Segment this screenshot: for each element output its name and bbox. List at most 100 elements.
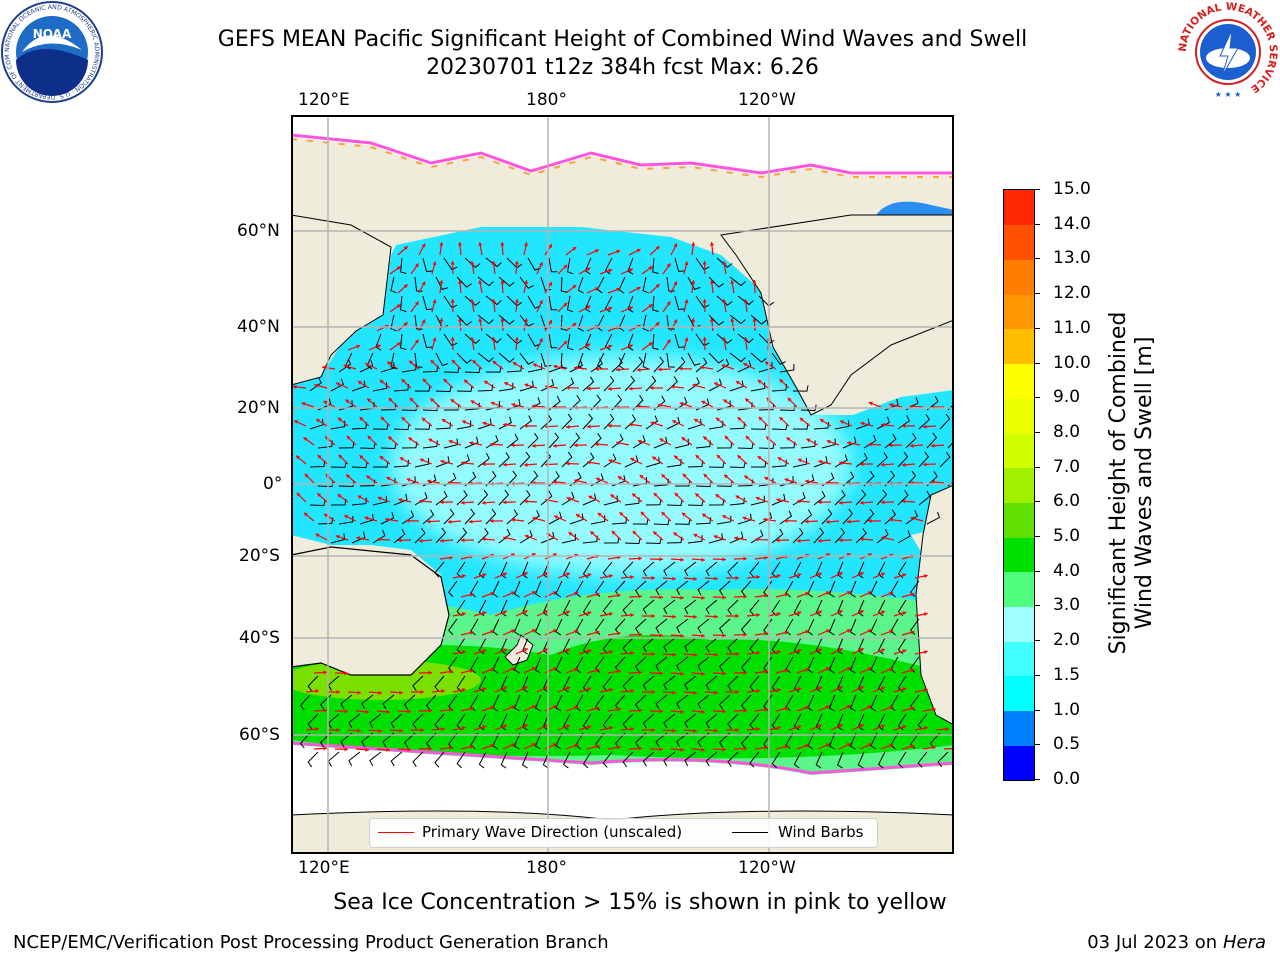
wave-arrow-head <box>539 262 543 267</box>
wave-arrow-head <box>666 339 671 344</box>
wave-arrow-head <box>805 705 810 710</box>
wind-barb <box>393 493 408 506</box>
wave-arrow-head <box>590 531 595 536</box>
wave-arrow-head <box>889 743 894 748</box>
wind-barb <box>729 314 746 325</box>
wave-arrow-head <box>743 556 747 561</box>
x-tick-top-180: 180° <box>526 90 567 110</box>
colorbar-tick-label: 0.5 <box>1053 734 1081 755</box>
wave-arrow-head <box>432 261 437 266</box>
wind-barb <box>338 441 355 449</box>
wave-arrow-head <box>666 301 671 306</box>
wave-arrow-head <box>587 611 592 616</box>
colorbar-segment <box>1004 675 1034 712</box>
wind-barb <box>716 358 730 373</box>
wind-barb <box>634 732 647 748</box>
wind-barb <box>562 675 571 693</box>
x-tick-bottom-120w: 120°W <box>738 858 796 878</box>
wind-barb <box>737 442 754 450</box>
wave-arrow-head <box>323 400 328 405</box>
wind-barb <box>917 751 928 768</box>
wind-barb <box>369 713 382 729</box>
wave-arrow-head <box>755 496 760 501</box>
wind-barb <box>793 751 802 769</box>
wave-arrow-head <box>608 726 613 731</box>
wind-barb <box>834 420 850 430</box>
wave-arrow-head <box>440 459 445 464</box>
wind-barb <box>478 637 487 655</box>
wave-arrow-head <box>346 474 351 479</box>
wave-arrow-head <box>450 337 455 341</box>
wind-barb <box>498 352 515 363</box>
wave-arrow-head <box>730 318 735 322</box>
wind-barb <box>642 352 649 370</box>
wave-arrow-head <box>450 299 455 303</box>
colorbar-tick-mark <box>1034 605 1040 607</box>
wave-arrow-head <box>449 669 453 674</box>
wind-barb <box>926 432 938 449</box>
wave-arrow-head <box>722 709 726 714</box>
wave-arrow-head <box>722 515 727 519</box>
wind-barb <box>351 461 368 469</box>
wave-arrow-head <box>531 553 536 557</box>
wind-barb <box>604 295 613 313</box>
wave-arrow-head <box>779 379 784 383</box>
wave-arrow-head <box>693 728 697 733</box>
wave-arrow-head <box>414 339 419 344</box>
wave-arrow-head <box>722 747 726 752</box>
wave-arrow-head <box>651 613 655 619</box>
wind-barb <box>749 599 760 616</box>
wave-arrow-head <box>702 299 707 303</box>
wave-arrow-head <box>838 572 843 576</box>
colorbar-segment <box>1004 432 1034 469</box>
colorbar-tick-label: 5.0 <box>1053 526 1081 547</box>
wind-barbs-legend-line <box>732 832 768 833</box>
wind-barb <box>718 580 731 596</box>
colorbar-tick-label: 3.0 <box>1053 595 1081 616</box>
wind-barb <box>380 403 397 411</box>
wave-arrow-head <box>523 242 528 247</box>
wave-arrow-head <box>587 573 592 578</box>
wind-barb <box>684 637 697 653</box>
wind-barb <box>595 618 605 635</box>
colorbar-tick-mark <box>1034 674 1040 676</box>
wind-barb <box>716 257 733 268</box>
wind-barb <box>653 518 670 526</box>
wave-arrow-head <box>691 242 696 246</box>
wind-barb <box>727 561 739 578</box>
wind-barb <box>792 458 808 468</box>
wind-barb <box>863 470 875 487</box>
wave-arrow-head <box>818 459 823 464</box>
wind-barb <box>338 515 354 525</box>
wind-barb <box>380 442 397 450</box>
wind-barb <box>548 471 560 487</box>
wave-arrow-head <box>482 649 487 654</box>
wind-barb <box>338 480 355 487</box>
wave-arrow-head <box>630 457 635 462</box>
wind-barb <box>855 453 868 468</box>
wave-arrow-head <box>881 724 886 729</box>
wind-barb <box>718 618 731 634</box>
wave-arrow-head <box>632 530 637 535</box>
wind-barb <box>567 295 574 313</box>
wave-arrow-head <box>889 591 894 596</box>
wave-arrow-head <box>923 574 928 579</box>
wind-barb <box>448 618 458 635</box>
wind-barb <box>727 713 739 730</box>
wave-arrow-head <box>491 337 496 341</box>
wind-barb <box>663 599 676 615</box>
wave-arrow-head <box>703 473 708 478</box>
wind-barb <box>603 453 617 468</box>
wave-arrow-head <box>860 421 865 426</box>
wave-arrow-head <box>784 744 789 749</box>
wave-arrow-head <box>881 422 885 427</box>
wave-arrow-head <box>386 476 391 481</box>
wind-barb <box>632 435 646 449</box>
wind-barb <box>800 440 816 449</box>
wave-arrow-head <box>357 495 362 500</box>
wind-barb <box>674 480 691 487</box>
wave-arrow-head <box>684 261 689 266</box>
wave-arrow-head <box>460 538 465 543</box>
wave-arrow-head <box>552 553 557 557</box>
wind-barb <box>695 257 710 271</box>
